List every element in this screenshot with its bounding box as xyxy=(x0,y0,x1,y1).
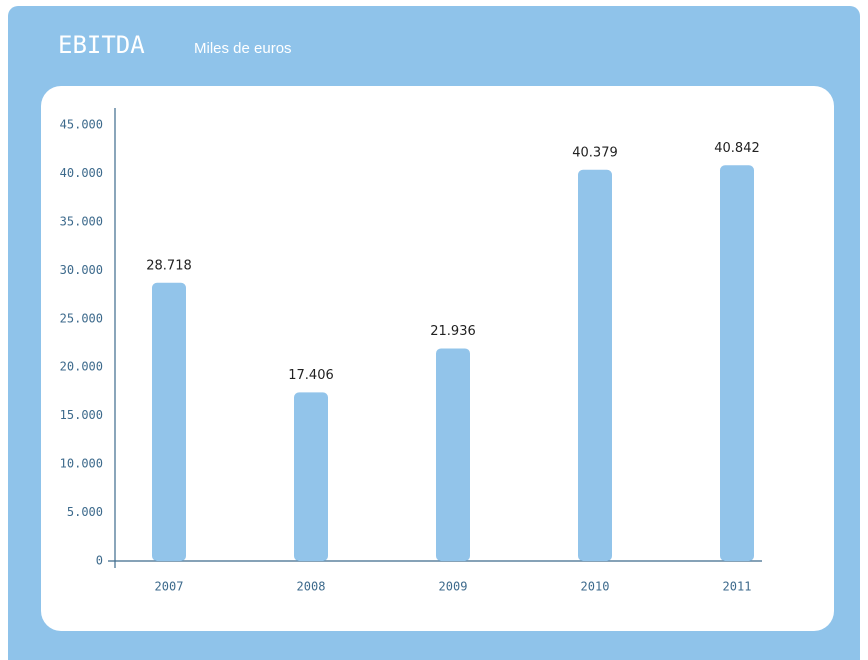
value-label: 21.936 xyxy=(430,324,476,339)
y-tick-label: 40.000 xyxy=(60,166,103,180)
y-tick-label: 25.000 xyxy=(60,311,103,325)
y-tick-label: 45.000 xyxy=(60,118,103,132)
bar xyxy=(294,392,328,561)
x-tick-label: 2007 xyxy=(155,580,184,594)
y-tick-label: 10.000 xyxy=(60,457,103,471)
value-label: 28.718 xyxy=(146,258,192,273)
y-tick-label: 35.000 xyxy=(60,214,103,228)
chart-title: EBITDA xyxy=(58,31,145,59)
y-tick-label: 0 xyxy=(96,554,103,568)
chart-subtitle: Miles de euros xyxy=(194,40,292,57)
x-tick-label: 2008 xyxy=(297,580,326,594)
bar xyxy=(720,165,754,561)
x-tick-label: 2009 xyxy=(439,580,468,594)
y-tick-label: 30.000 xyxy=(60,263,103,277)
bar xyxy=(436,348,470,561)
y-tick-label: 15.000 xyxy=(60,408,103,422)
value-label: 17.406 xyxy=(288,368,334,383)
value-label: 40.379 xyxy=(572,145,618,160)
bar xyxy=(578,169,612,562)
y-tick-label: 20.000 xyxy=(60,360,103,374)
x-tick-label: 2011 xyxy=(723,580,752,594)
value-label: 40.842 xyxy=(714,141,760,156)
y-tick-label: 5.000 xyxy=(67,505,103,519)
x-tick-label: 2010 xyxy=(581,580,610,594)
bar xyxy=(152,282,186,561)
